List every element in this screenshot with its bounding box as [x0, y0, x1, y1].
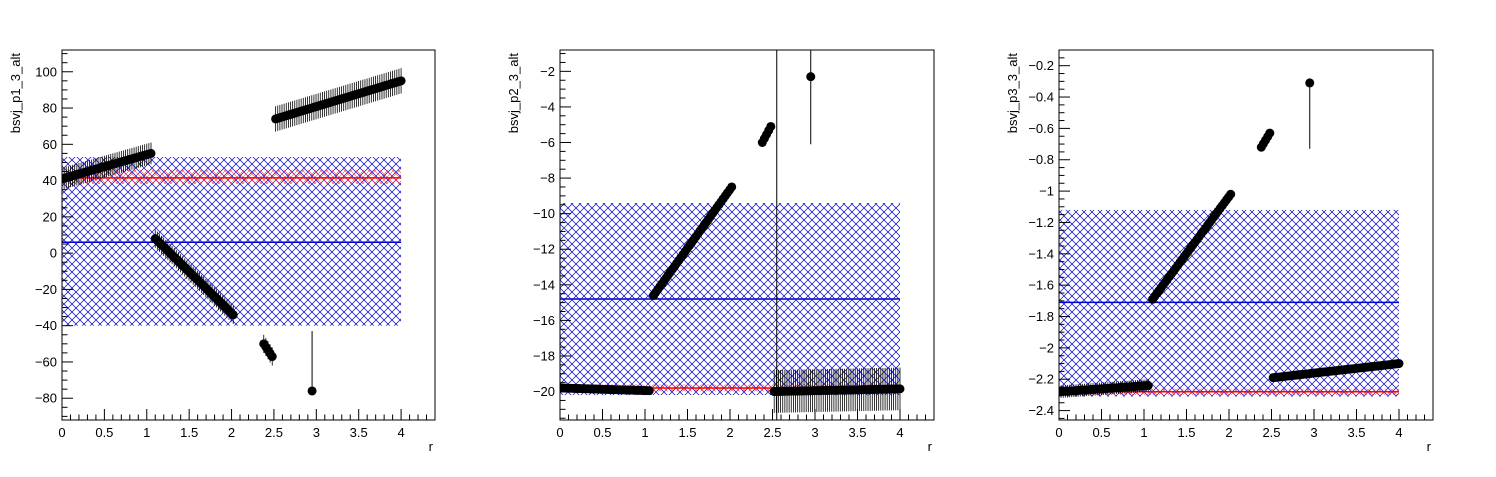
x-tick-label: 2.5 [763, 425, 781, 440]
x-axis: 0 0.5 1 1.5 2 2.5 3 3.5 4 r [1055, 409, 1434, 454]
y-axis: −20 −18 −16 −14 −12 −10 −8 −6 −4 −2 bsvj_p2_3_alt [506, 53, 571, 419]
x-axis: 0 0.5 1 1.5 2 2.5 3 3.5 4 r [556, 409, 935, 454]
data-point [1394, 359, 1404, 369]
y-tick-label: −14 [533, 277, 555, 292]
x-tick-label: 1.5 [1177, 425, 1195, 440]
y-tick-label: 60 [43, 137, 57, 152]
data-point [1265, 128, 1275, 138]
data-point [307, 386, 317, 396]
x-tick-label: 2 [1225, 425, 1232, 440]
x-tick-label: 1 [1140, 425, 1147, 440]
x-tick-label: 1 [641, 425, 648, 440]
x-tick-label: 0 [58, 425, 65, 440]
data-point [228, 310, 238, 320]
x-tick-label: 2.5 [1262, 425, 1280, 440]
x-tick-label: 3.5 [848, 425, 866, 440]
x-tick-label: 0.5 [593, 425, 611, 440]
y-tick-label: 0 [50, 246, 57, 261]
y-tick-label: −1.4 [1028, 246, 1054, 261]
y-tick-label: −18 [533, 348, 555, 363]
chart-panel-3: 0 0.5 1 1.5 2 2.5 3 3.5 4 r −2.4 −2.2 −2 −1.8 −1.6 −1.4… [1005, 49, 1434, 454]
y-tick-label: −6 [540, 135, 555, 150]
y-tick-label: 20 [43, 209, 57, 224]
x-tick-label: 2 [726, 425, 733, 440]
fit-band [1059, 209, 1399, 397]
y-axis: −80 −60 −40 −20 0 20 40 60 80 100 bsvj_p1_3_alt [8, 53, 73, 417]
x-axis-label: r [429, 439, 434, 454]
y-tick-label: −8 [540, 171, 555, 186]
y-tick-label: −16 [533, 313, 555, 328]
x-tick-label: 2.5 [265, 425, 283, 440]
data-point [895, 384, 905, 394]
x-tick-label: 1 [143, 425, 150, 440]
y-tick-label: 80 [43, 101, 57, 116]
x-tick-label: 3 [811, 425, 818, 440]
y-tick-label: 100 [35, 64, 57, 79]
x-tick-label: 4 [397, 425, 404, 440]
x-tick-label: 3.5 [1347, 425, 1365, 440]
fit-band [62, 157, 402, 326]
x-tick-label: 0 [556, 425, 563, 440]
y-tick-label: 40 [43, 173, 57, 188]
data-point [1305, 78, 1315, 88]
x-tick-label: 2 [228, 425, 235, 440]
x-axis-label: r [928, 439, 933, 454]
y-tick-label: −10 [533, 206, 555, 221]
data-points [62, 68, 406, 396]
x-axis-label: r [1427, 439, 1432, 454]
x-axis: 0 0.5 1 1.5 2 2.5 3 3.5 4 r [58, 409, 436, 454]
y-tick-label: −1.8 [1028, 309, 1054, 324]
y-tick-label: −2.2 [1028, 372, 1054, 387]
y-tick-label: −0.4 [1028, 90, 1054, 105]
y-tick-label: −0.6 [1028, 121, 1054, 136]
y-tick-label: −80 [35, 391, 57, 406]
data-point [766, 121, 776, 131]
data-point [1143, 381, 1153, 391]
y-tick-label: −4 [540, 99, 555, 114]
data-points [1059, 78, 1404, 399]
x-tick-label: 1.5 [678, 425, 696, 440]
y-tick-label: −2 [540, 64, 555, 79]
data-point [267, 352, 277, 362]
y-tick-label: −40 [35, 318, 57, 333]
y-tick-label: −60 [35, 354, 57, 369]
y-tick-label: −0.8 [1028, 152, 1054, 167]
x-tick-label: 0.5 [1092, 425, 1110, 440]
x-tick-label: 3 [1310, 425, 1317, 440]
y-tick-label: −2 [1039, 340, 1054, 355]
y-tick-label: −2.4 [1028, 403, 1054, 418]
x-tick-label: 0 [1055, 425, 1062, 440]
y-axis-label: bsvj_p2_3_alt [506, 53, 521, 134]
data-points [560, 50, 905, 420]
y-tick-label: −1.2 [1028, 215, 1054, 230]
y-axis: −2.4 −2.2 −2 −1.8 −1.6 −1.4 −1.2 −1 −0.8 −0.6 −0.4… [1005, 49, 1070, 419]
chart-panel-2: 0 0.5 1 1.5 2 2.5 3 3.5 4 r −20 −18 −16 −14 −12 −10 −8 −6… [506, 49, 935, 454]
y-axis-label: bsvj_p3_3_alt [1005, 53, 1020, 134]
x-tick-label: 1.5 [180, 425, 198, 440]
x-tick-label: 4 [1395, 425, 1402, 440]
y-tick-label: −1 [1039, 184, 1054, 199]
x-tick-label: 4 [896, 425, 903, 440]
ref-band [62, 169, 402, 185]
data-point [806, 72, 816, 82]
data-point [772, 387, 782, 397]
y-tick-label: −12 [533, 242, 555, 257]
y-tick-label: −1.6 [1028, 278, 1054, 293]
y-tick-label: −0.2 [1028, 58, 1054, 73]
data-point [396, 76, 406, 86]
x-tick-label: 3 [313, 425, 320, 440]
data-point [146, 148, 156, 158]
x-tick-label: 0.5 [95, 425, 113, 440]
data-point [727, 182, 737, 192]
x-tick-label: 3.5 [350, 425, 368, 440]
y-tick-label: −20 [533, 384, 555, 399]
y-tick-label: −20 [35, 282, 57, 297]
data-point [644, 386, 654, 396]
data-point [1226, 189, 1236, 199]
chart-panel-1: 0 0.5 1 1.5 2 2.5 3 3.5 4 r −80 −60 −40 −20 0 20 40 60 80 1… [8, 49, 436, 454]
y-axis-label: bsvj_p1_3_alt [8, 53, 23, 134]
